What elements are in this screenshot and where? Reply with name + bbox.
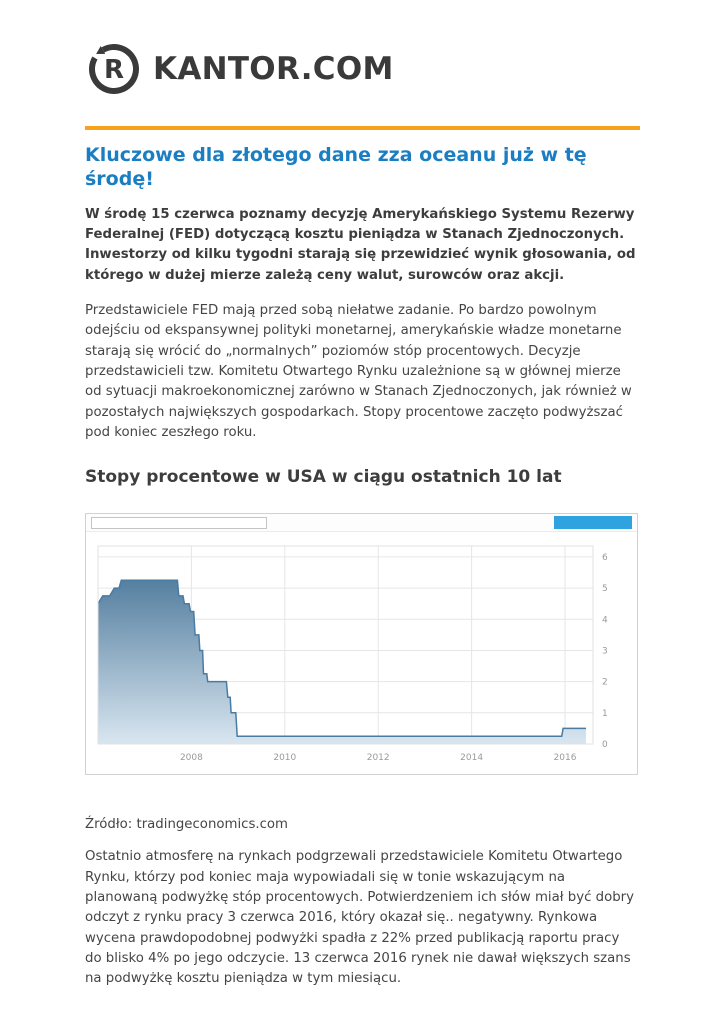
x-tick-label: 2008 xyxy=(180,753,203,763)
rate-line xyxy=(97,579,586,738)
chart-toolbar-button[interactable] xyxy=(554,516,632,530)
y-tick-label: 5 xyxy=(602,584,608,594)
y-tick-label: 1 xyxy=(602,709,608,719)
x-tick-label: 2012 xyxy=(367,753,390,763)
chart-toolbar-input[interactable] xyxy=(91,516,267,529)
y-tick-label: 2 xyxy=(602,678,608,688)
section-heading: Stopy procentowe w USA w ciągu ostatnich… xyxy=(85,467,562,488)
plot-frame xyxy=(97,545,594,745)
article-paragraph-1: Przedstawiciele FED mają przed sobą nieł… xyxy=(85,302,632,440)
rate-area xyxy=(98,580,586,745)
logo-icon-letter: R xyxy=(104,55,124,85)
article-lead: W środę 15 czerwca poznamy decyzję Amery… xyxy=(85,206,636,283)
chart-toolbar xyxy=(86,514,637,533)
article-paragraph-2: Ostatnio atmosferę na rynkach podgrzewal… xyxy=(85,849,634,987)
x-tick-label: 2010 xyxy=(273,753,296,763)
y-tick-label: 4 xyxy=(602,616,608,626)
rates-chart-widget: 0 1 2 3 4 5 6 2008 2010 2012 2014 2016 xyxy=(85,513,638,776)
logo-text: KANTOR.COM xyxy=(153,51,394,87)
document-page: R KANTOR.COM Kluczowe dla złotego dane z… xyxy=(85,40,640,987)
x-tick-label: 2014 xyxy=(460,753,483,763)
kantor-logo: R KANTOR.COM xyxy=(85,40,640,98)
x-tick-label: 2016 xyxy=(554,753,577,763)
chart-source: Źródło: tradingeconomics.com xyxy=(85,817,289,833)
y-tick-label: 6 xyxy=(602,553,608,563)
y-tick-label: 0 xyxy=(602,740,608,750)
y-tick-label: 3 xyxy=(602,647,608,657)
rates-chart-svg: 0 1 2 3 4 5 6 2008 2010 2012 2014 2016 xyxy=(97,545,608,763)
accent-divider xyxy=(85,126,640,130)
kantor-logo-icon: R xyxy=(89,44,139,94)
article-title: Kluczowe dla złotego dane zza oceanu już… xyxy=(85,144,587,190)
